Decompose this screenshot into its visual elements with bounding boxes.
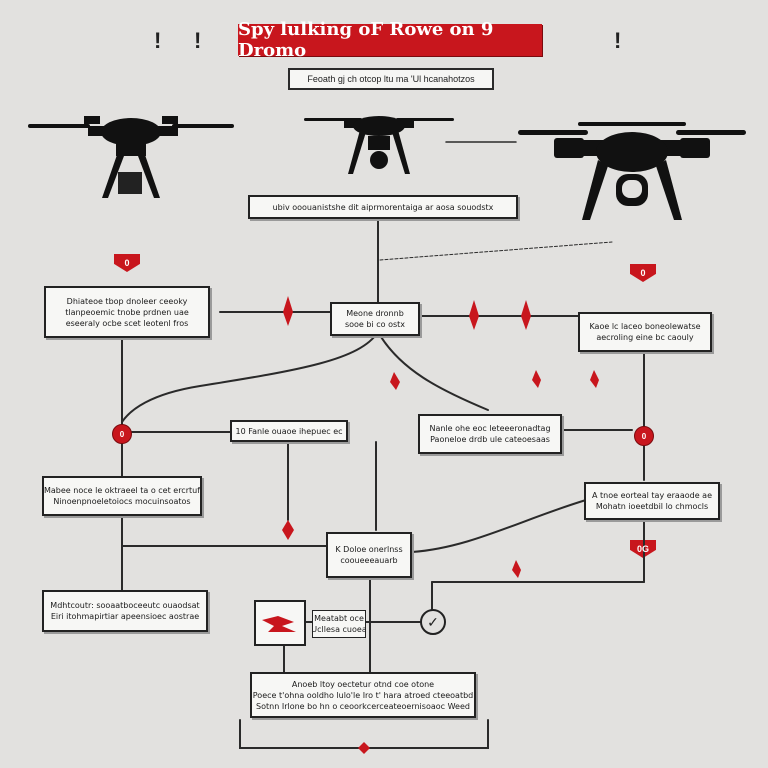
arrow-marker-icon <box>521 300 531 330</box>
node-lower-center[interactable]: K Doloe onerlnss cooueeeauarb <box>326 532 412 578</box>
node-text: cooueeeauarb <box>340 556 398 565</box>
connector <box>377 331 489 411</box>
node-header[interactable]: ubiv ooouanistshe dit aiprmorentaiga ar … <box>248 195 518 219</box>
marker-tag: 0 <box>114 254 140 272</box>
arrow-marker-icon <box>390 372 400 390</box>
exclamation-mark: ! <box>194 28 202 53</box>
node-bottom[interactable]: Anoeb ltoy oectetur otnd coe otone Poece… <box>250 672 476 718</box>
node-left-top[interactable]: Dhiateoe tbop dnoleer ceeoky tlanpeoemic… <box>44 286 210 338</box>
node-text: Dhiateoe tbop dnoleer ceeoky <box>66 296 188 306</box>
node-middle-right[interactable]: Nanle ohe eoc leteeeronadtag Paoneloe dr… <box>418 414 562 454</box>
node-text: Mohatn ioeetdbil lo chmocls <box>595 502 709 511</box>
status-badge: 0 <box>112 424 132 444</box>
node-text: Ucllesa cuoea <box>312 625 366 634</box>
node-text: aecroling eine bc caouly <box>596 333 694 342</box>
node-left-low[interactable]: Mdhtcoutr: sooaatboceeutc ouaodsat Eiri … <box>42 590 208 632</box>
node-text: Paoneloe drdb ule cateoesaas <box>430 435 550 444</box>
node-text: K Doloe onerlnss <box>335 545 403 554</box>
marker-tag: 0G <box>630 540 656 558</box>
node-center[interactable]: Meone dronnb sooe bi co ostx <box>330 302 420 336</box>
node-text: eseeraly ocbe scet leotenl fros <box>65 318 189 328</box>
node-text: Eiri itohmapirtiar apeensioec aostrae <box>50 612 200 621</box>
diagram-subtitle: Feoath gj ch otcop ltu ma 'Ul hcanahotzo… <box>288 68 494 90</box>
camera-gimbal-icon <box>304 116 454 174</box>
arrow-marker-icon <box>469 300 479 330</box>
drone-icon <box>28 116 234 198</box>
connector <box>411 499 587 553</box>
node-text: Meatabt oce <box>314 614 364 623</box>
exclamation-mark: ! <box>614 28 622 53</box>
node-text: Sotnn Irlone bo hn o ceoorkcerceateoerni… <box>256 701 470 711</box>
node-text: Mdhtcoutr: sooaatboceeutc ouaodsat <box>50 601 200 610</box>
exclamation-mark: ! <box>154 28 162 53</box>
check-icon[interactable]: ✓ <box>420 609 446 635</box>
node-left-mid[interactable]: Mabee noce le oktraeel ta o cet ercrtuf … <box>42 476 202 516</box>
node-flag-label[interactable]: Meatabt oce Ucllesa cuoea <box>312 610 366 638</box>
node-text: tlanpeoemic tnobe prdnen uae <box>65 307 189 317</box>
node-text: Poece t'ohna ooldho lulo'le Iro t' hara … <box>252 690 474 700</box>
marker-tag: 0 <box>630 264 656 282</box>
arrow-marker-icon <box>283 296 293 326</box>
arrow-marker-icon <box>358 742 370 754</box>
connector <box>121 331 379 423</box>
node-text: 10 Fanle ouaoe ihepuec ec <box>235 426 343 436</box>
flag-box[interactable] <box>254 600 306 646</box>
arrow-marker-icon <box>532 370 541 388</box>
node-text: ubiv ooouanistshe dit aiprmorentaiga ar … <box>272 202 494 212</box>
node-text: Kaoe lc laceo boneolewatse <box>589 322 701 331</box>
arrow-marker-icon <box>590 370 599 388</box>
node-text: Anoeb ltoy oectetur otnd coe otone <box>291 679 435 689</box>
status-badge: 0 <box>634 426 654 446</box>
node-text: Mabee noce le oktraeel ta o cet ercrtuf <box>44 486 201 495</box>
node-text: Nanle ohe eoc leteeeronadtag <box>429 424 551 433</box>
drone-icon <box>518 122 746 220</box>
node-text: Ninoenpnoeletoiocs mocuinsoatos <box>53 497 191 506</box>
node-right-mid[interactable]: A tnoe eorteal tay eraaode ae Mohatn ioe… <box>584 482 720 520</box>
node-text: A tnoe eorteal tay eraaode ae <box>591 491 712 500</box>
flag-icon <box>262 616 296 632</box>
node-text: Meone dronnb <box>346 309 404 318</box>
connector <box>379 241 613 261</box>
node-text: sooe bi co ostx <box>344 320 406 329</box>
node-right-top[interactable]: Kaoe lc laceo boneolewatse aecroling ein… <box>578 312 712 352</box>
diagram-title: Spy lulking oF Rowe on 9 Dromo <box>238 19 542 61</box>
arrow-marker-icon <box>512 560 521 578</box>
arrow-marker-icon <box>282 520 294 540</box>
node-middle-left[interactable]: 10 Fanle ouaoe ihepuec ec <box>230 420 348 442</box>
